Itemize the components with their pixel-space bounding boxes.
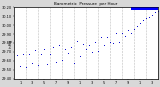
Point [127,29,129,31]
Point [25,66,28,68]
Point [91,51,93,53]
Point [139,23,141,24]
Point [67,53,69,54]
Point [88,44,90,46]
Point [106,36,108,37]
Point [112,43,114,44]
Point [85,49,87,50]
Point [37,64,40,66]
Y-axis label: inHg: inHg [9,39,13,48]
Point [61,59,64,60]
Point [145,18,147,19]
Point [58,45,60,46]
Point [94,41,96,42]
Point [40,54,43,55]
Point [142,20,144,21]
Point [43,48,45,50]
Point [103,45,105,46]
Point [154,12,156,13]
Point [79,55,81,57]
Point [130,33,132,34]
Point [97,50,99,51]
Point [52,47,54,48]
Point [16,55,19,56]
Point [22,53,24,54]
Point [19,66,22,67]
Point [157,10,159,11]
Point [118,41,120,43]
Point [151,14,153,16]
Point [46,63,48,65]
Point [34,50,36,51]
Point [115,33,117,34]
Point [82,43,84,45]
Point [76,40,78,42]
Point [70,46,72,48]
Point [133,28,135,29]
Point [55,61,57,62]
Point [148,16,150,18]
Point [109,41,111,42]
Point [31,62,34,63]
Point [73,62,75,63]
Title: Barometric  Pressure  per Hour: Barometric Pressure per Hour [54,2,118,6]
Point [100,36,102,38]
Point [28,53,31,54]
Point [136,26,138,27]
Point [49,53,52,55]
Point [64,48,66,50]
Point [121,32,123,33]
Point [124,36,126,37]
